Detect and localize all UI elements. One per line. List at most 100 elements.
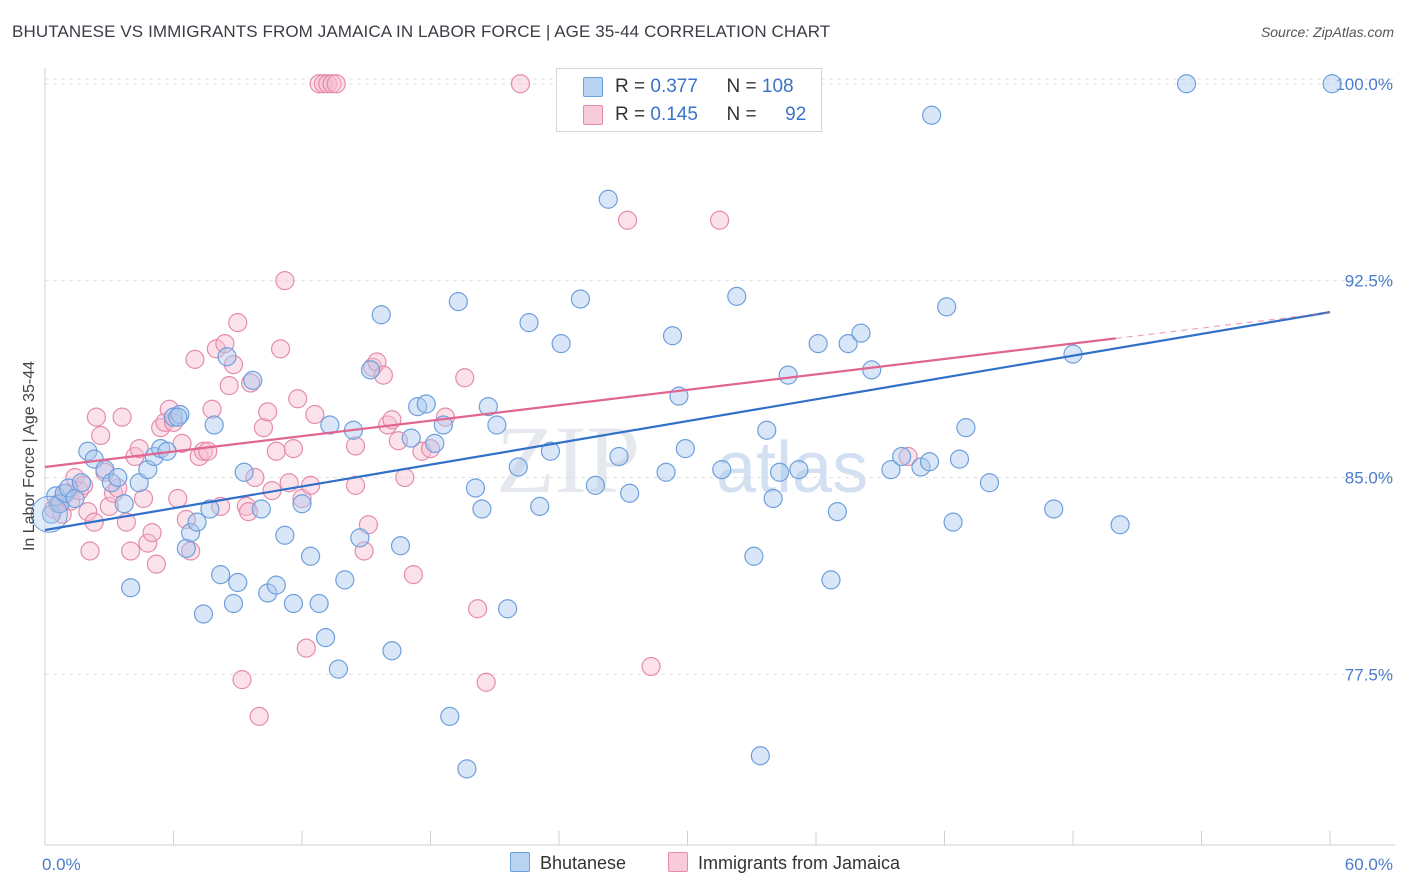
bhutanese-point bbox=[881, 460, 901, 480]
jamaica-point bbox=[455, 368, 475, 388]
bhutanese-point bbox=[390, 536, 411, 556]
bhutanese-point bbox=[727, 286, 747, 306]
bhutanese-point bbox=[827, 502, 848, 522]
jamaica-point bbox=[266, 441, 286, 461]
y-tick-label: 85.0% bbox=[1345, 469, 1393, 488]
bhutanese-point bbox=[58, 478, 79, 498]
jamaica-point bbox=[510, 74, 531, 94]
jamaica-point bbox=[138, 533, 158, 553]
bhutanese-point bbox=[300, 546, 321, 566]
bhutanese-point bbox=[416, 394, 436, 414]
bhutanese-point bbox=[457, 759, 477, 779]
bhutanese-point bbox=[662, 326, 683, 346]
jamaica-point bbox=[202, 399, 222, 419]
bhutanese-point bbox=[108, 467, 128, 488]
bhutanese-point bbox=[943, 512, 963, 532]
bhutanese-point bbox=[675, 439, 695, 459]
bhutanese-point bbox=[193, 604, 214, 624]
bhutanese-point bbox=[243, 370, 263, 390]
bhutanese-point bbox=[656, 462, 676, 482]
jamaica-point bbox=[129, 439, 149, 459]
jamaica-point bbox=[172, 433, 192, 453]
bhutanese-point bbox=[114, 494, 134, 514]
bhutanese-point bbox=[1110, 515, 1130, 535]
bhutanese-point bbox=[744, 546, 764, 566]
jamaica-point bbox=[296, 638, 316, 658]
jamaica-point bbox=[322, 74, 342, 94]
bhutanese-point bbox=[851, 323, 871, 343]
bhutanese-point bbox=[401, 428, 421, 448]
bhutanese-point bbox=[769, 462, 790, 482]
bhutanese-point bbox=[465, 478, 486, 498]
legend-n-value: 92 bbox=[785, 104, 807, 125]
bhutanese-point bbox=[519, 313, 539, 333]
bottom-legend-label-bhutanese: Bhutanese bbox=[540, 853, 627, 873]
correlation-legend: R = 0.377 N = 108 R = 0.145 N = 92 bbox=[556, 68, 822, 132]
bhutanese-point bbox=[292, 494, 312, 514]
bhutanese-point bbox=[168, 407, 188, 427]
y-tick-label: 100.0% bbox=[1335, 75, 1393, 94]
series-jamaica bbox=[43, 74, 918, 726]
bhutanese-point bbox=[551, 334, 571, 354]
y-tick-labels: 77.5% 85.0% 92.5% 100.0% bbox=[1335, 75, 1393, 685]
bottom-legend-bhutanese: Bhutanese bbox=[510, 852, 626, 874]
bhutanese-point bbox=[598, 189, 618, 209]
legend-n-label: N = bbox=[726, 76, 757, 97]
bhutanese-point bbox=[170, 404, 190, 425]
jamaica-point bbox=[345, 436, 366, 456]
jamaica-point bbox=[133, 488, 154, 509]
jamaica-point bbox=[710, 210, 730, 230]
bhutanese-point bbox=[101, 473, 121, 493]
jamaica-point bbox=[476, 672, 496, 692]
legend-swatch-pink bbox=[583, 105, 603, 125]
bhutanese-point bbox=[382, 641, 402, 661]
x-tick-label-min: 0.0% bbox=[42, 855, 81, 874]
legend-swatch-blue bbox=[583, 77, 603, 97]
bhutanese-point bbox=[472, 499, 492, 519]
bhutanese-point bbox=[217, 347, 237, 367]
bhutanese-point bbox=[440, 706, 460, 726]
bhutanese-point bbox=[335, 570, 355, 590]
jamaica-point bbox=[403, 565, 423, 585]
watermark-atlas: atlas bbox=[716, 428, 868, 508]
bhutanese-point bbox=[283, 593, 304, 614]
jamaica-point bbox=[258, 402, 278, 422]
trend-line-bhutanese bbox=[44, 311, 1331, 532]
bhutanese-point bbox=[979, 473, 1000, 493]
jamaica-point bbox=[228, 313, 248, 333]
bhutanese-point bbox=[712, 460, 732, 480]
bhutanese-point bbox=[949, 449, 970, 469]
trend-line-jamaica-extension bbox=[1115, 312, 1331, 339]
bhutanese-point bbox=[251, 499, 271, 519]
bhutanese-point bbox=[425, 433, 445, 453]
jamaica-point bbox=[198, 441, 218, 461]
y-tick-label: 77.5% bbox=[1345, 665, 1393, 684]
bhutanese-point bbox=[530, 496, 550, 516]
jamaica-point bbox=[395, 467, 415, 488]
watermark: ZIP atlas bbox=[496, 406, 868, 513]
axes bbox=[44, 68, 1395, 846]
legend-n-label: N = bbox=[726, 104, 757, 125]
jamaica-point bbox=[78, 502, 98, 522]
bhutanese-point bbox=[478, 397, 498, 417]
bottom-legend-jamaica: Immigrants from Jamaica bbox=[668, 852, 900, 874]
bottom-legend-swatch-blue bbox=[510, 852, 530, 872]
bhutanese-point bbox=[1176, 74, 1197, 94]
bhutanese-point bbox=[200, 499, 220, 519]
bhutanese-point bbox=[266, 575, 286, 595]
bhutanese-point bbox=[750, 746, 770, 766]
jamaica-point bbox=[275, 271, 295, 291]
legend-n-value: 108 bbox=[761, 76, 794, 97]
bhutanese-point bbox=[763, 488, 783, 509]
bhutanese-point bbox=[350, 528, 370, 548]
bhutanese-point bbox=[570, 289, 591, 309]
jamaica-point bbox=[185, 349, 205, 369]
bhutanese-point bbox=[487, 415, 507, 435]
bhutanese-point bbox=[309, 593, 329, 614]
bhutanese-point bbox=[204, 415, 224, 435]
jamaica-point bbox=[112, 407, 132, 427]
bhutanese-point bbox=[144, 446, 164, 467]
bottom-legend-swatch-pink bbox=[668, 852, 688, 872]
jamaica-point bbox=[249, 706, 269, 726]
